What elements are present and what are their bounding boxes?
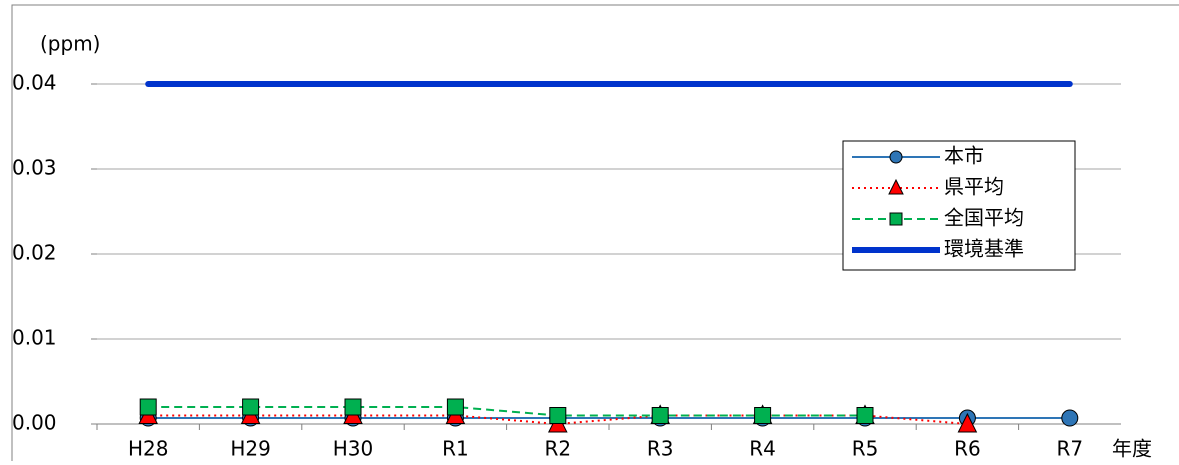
y-tick-label: 0.03	[12, 156, 57, 180]
y-tick-label: 0.01	[12, 326, 57, 350]
y-axis-label: (ppm)	[40, 32, 100, 56]
x-tick-label: R1	[442, 437, 469, 461]
x-tick-label: H30	[333, 437, 374, 461]
legend-label: 県平均	[944, 175, 1004, 199]
marker	[651, 407, 669, 424]
marker	[889, 212, 903, 226]
marker	[344, 398, 362, 416]
x-tick-label: R4	[749, 437, 776, 461]
y-tick-label: 0.02	[12, 241, 57, 265]
x-tick-label: H28	[128, 437, 169, 461]
x-tick-label: R7	[1056, 437, 1083, 461]
marker	[889, 150, 903, 164]
marker	[856, 407, 874, 424]
marker	[1061, 409, 1079, 427]
x-axis-label: 年度	[1112, 437, 1152, 461]
chart-frame	[11, 4, 1179, 465]
marker	[754, 407, 772, 424]
x-tick-label: R5	[852, 437, 879, 461]
x-tick-label: R3	[647, 437, 674, 461]
marker	[446, 398, 464, 416]
x-tick-label: H29	[230, 437, 271, 461]
marker	[549, 407, 567, 424]
legend-label: 全国平均	[944, 206, 1024, 230]
legend-label: 環境基準	[944, 237, 1024, 261]
marker	[242, 398, 260, 416]
marker	[957, 412, 978, 433]
legend-label: 本市	[944, 144, 984, 168]
x-tick-label: R6	[954, 437, 981, 461]
marker	[888, 178, 904, 195]
y-tick-label: 0.04	[12, 71, 57, 95]
marker	[139, 398, 157, 416]
y-tick-label: 0.00	[12, 411, 57, 435]
x-tick-label: R2	[544, 437, 571, 461]
series-line	[148, 406, 865, 417]
